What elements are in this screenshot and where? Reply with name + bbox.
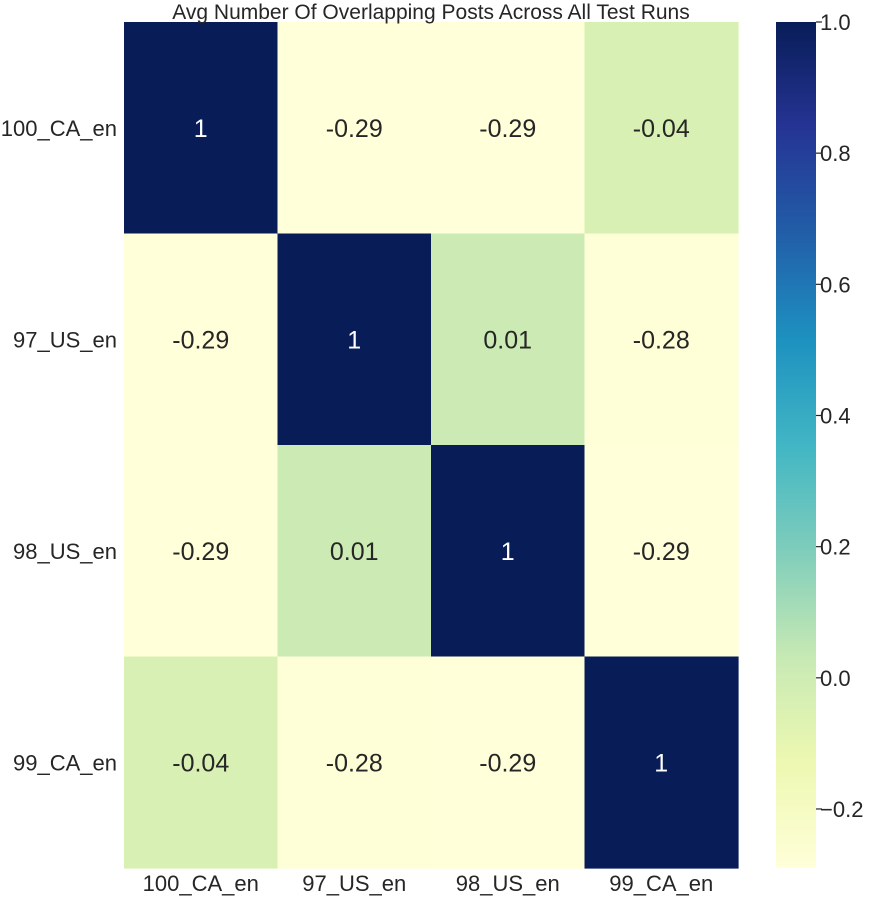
heatmap-cell [277, 22, 432, 235]
heatmap-cell [431, 656, 586, 869]
cell-value-label: 0.01 [483, 326, 532, 354]
y-tick-label: 97_US_en [13, 327, 117, 352]
y-tick-label: 100_CA_en [1, 116, 117, 141]
heatmap-cell [277, 656, 432, 869]
x-tick-label: 100_CA_en [143, 871, 259, 896]
chart-title: Avg Number Of Overlapping Posts Across A… [172, 1, 690, 24]
heatmap-cell [584, 656, 739, 869]
x-axis-tick-labels: 100_CA_en 97_US_en 98_US_en 99_CA_en [143, 871, 714, 896]
heatmap-cell [124, 233, 279, 446]
heatmap-cell [431, 445, 586, 658]
heatmap-cell [124, 656, 279, 869]
cell-value-label: -0.29 [479, 749, 536, 777]
cell-value-label: 1 [194, 115, 208, 143]
cell-value-label: -0.29 [633, 538, 690, 566]
cell-value-label: -0.04 [172, 749, 229, 777]
colorbar-tick-label: 1.0 [820, 10, 851, 35]
colorbar-tick-label: 0.4 [820, 403, 851, 428]
heatmap-cells [124, 22, 739, 869]
x-tick-label: 98_US_en [456, 871, 560, 896]
colorbar-tick-label: 0.2 [820, 535, 851, 560]
cell-value-label: 1 [347, 326, 361, 354]
cell-value-label: -0.29 [172, 326, 229, 354]
x-tick-label: 97_US_en [302, 871, 406, 896]
heatmap-cell [584, 22, 739, 235]
heatmap-cell [124, 445, 279, 658]
heatmap-cell-labels: 1 -0.29 -0.29 -0.04 -0.29 1 0.01 -0.28 -0.29 0.01… [172, 115, 690, 778]
cell-value-label: -0.29 [172, 538, 229, 566]
cell-value-label: 1 [654, 749, 668, 777]
heatmap-cell [431, 233, 586, 446]
heatmap-cell [277, 445, 432, 658]
heatmap-cell [584, 445, 739, 658]
colorbar: 1.0 0.8 0.6 0.4 0.2 0.0 −0.2 [776, 10, 863, 868]
y-axis-tick-labels: 100_CA_en 97_US_en 98_US_en 99_CA_en [1, 116, 117, 776]
colorbar-gradient [776, 22, 816, 868]
heatmap-cell [431, 22, 586, 235]
cell-value-label: 0.01 [330, 538, 379, 566]
colorbar-tick-label: −0.2 [820, 797, 863, 822]
colorbar-tick-label: 0.8 [820, 141, 851, 166]
cell-value-label: 1 [501, 538, 515, 566]
cell-value-label: -0.04 [633, 115, 690, 143]
heatmap-cell [124, 22, 279, 235]
colorbar-tick-label: 0.0 [820, 666, 851, 691]
cell-value-label: -0.28 [326, 749, 383, 777]
x-tick-label: 99_CA_en [609, 871, 713, 896]
cell-value-label: -0.29 [326, 115, 383, 143]
heatmap-cell [584, 233, 739, 446]
colorbar-tick-label: 0.6 [820, 272, 851, 297]
cell-value-label: -0.28 [633, 326, 690, 354]
heatmap-cell [277, 233, 432, 446]
cell-value-label: -0.29 [479, 115, 536, 143]
y-tick-label: 98_US_en [13, 539, 117, 564]
y-tick-label: 99_CA_en [13, 750, 117, 775]
